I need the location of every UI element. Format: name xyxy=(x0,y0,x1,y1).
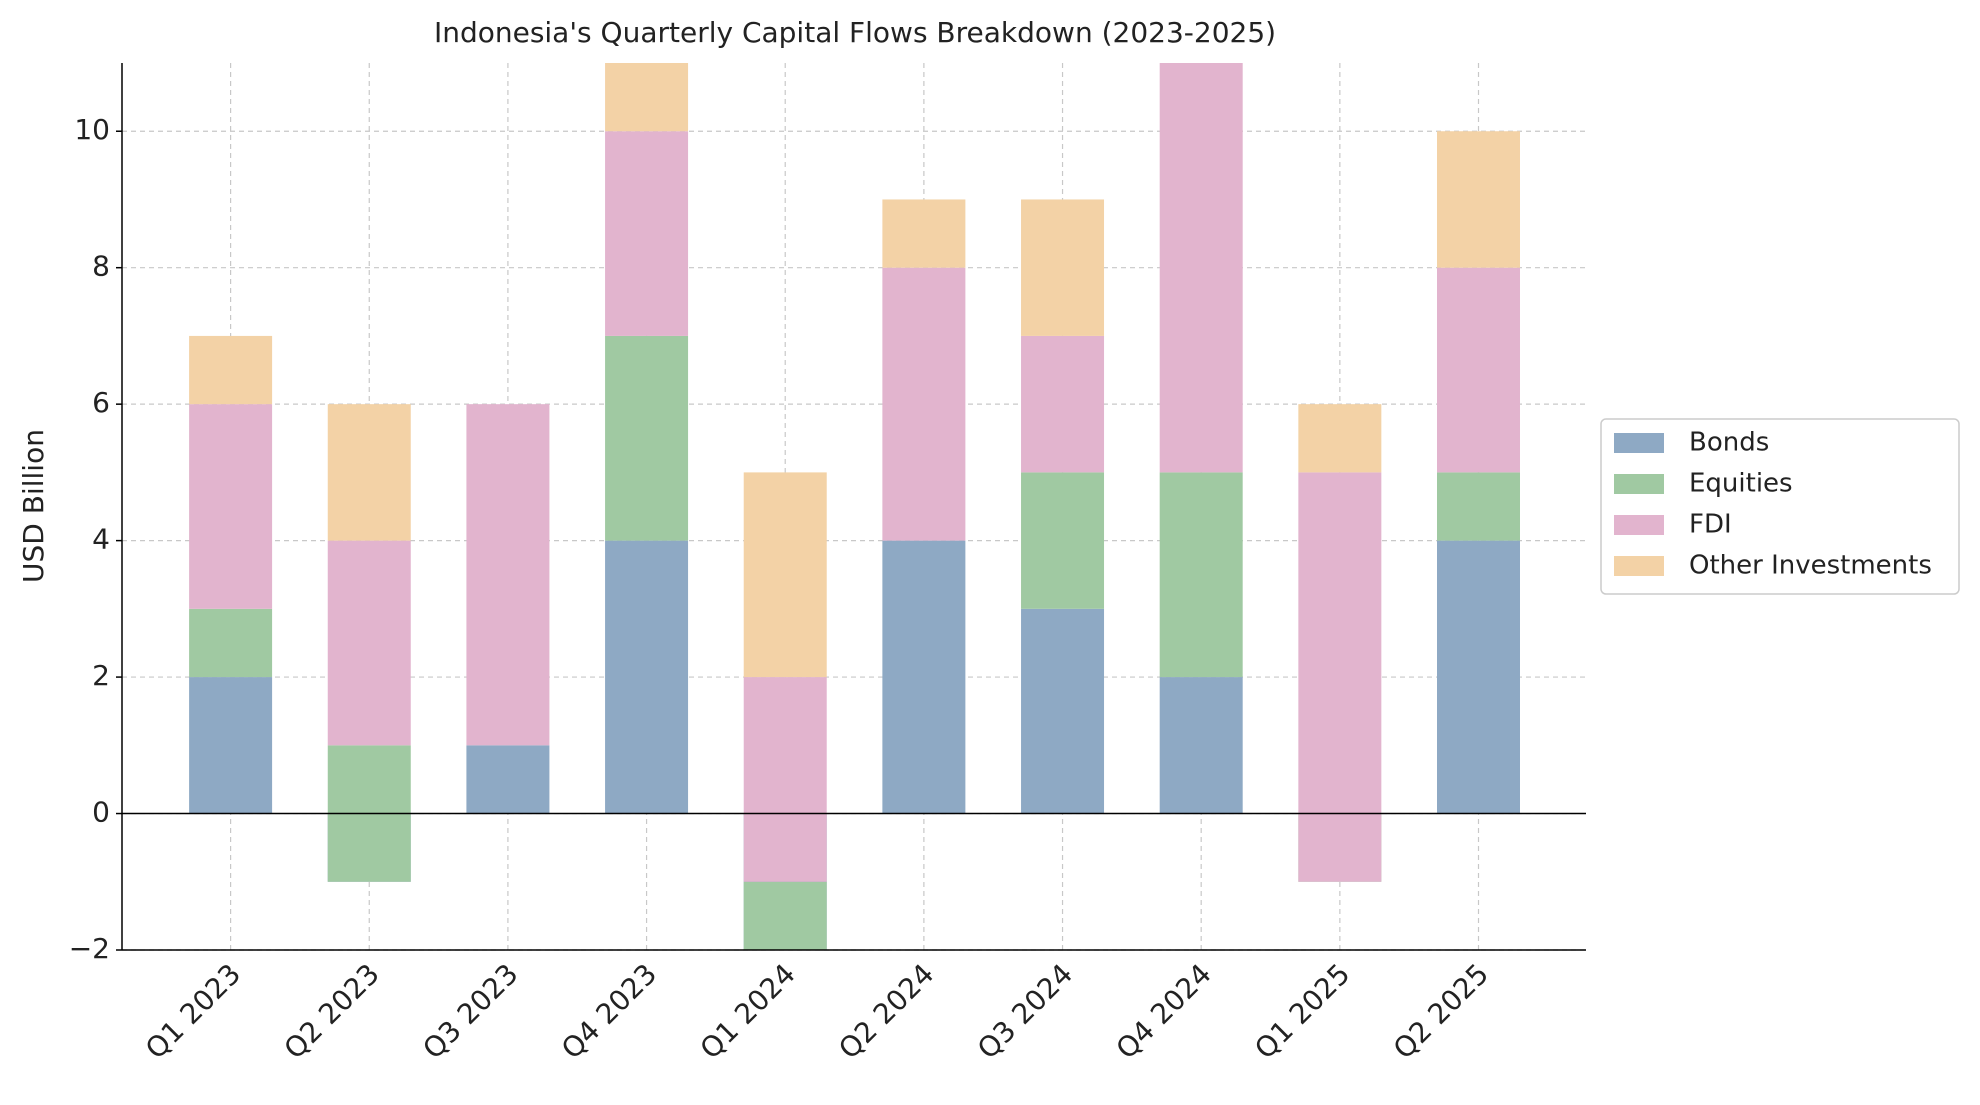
y-tick-label: 2 xyxy=(92,659,110,692)
legend-swatch xyxy=(1614,433,1664,453)
bar-segment xyxy=(882,267,966,541)
bar-segment xyxy=(1436,131,1520,268)
bar-segment xyxy=(189,335,273,405)
bar-segment xyxy=(327,404,411,541)
bar-segment xyxy=(466,404,550,746)
bar-segment xyxy=(743,677,827,882)
legend-swatch xyxy=(1614,556,1664,576)
bar-segment xyxy=(743,881,827,950)
bar-segment xyxy=(1159,677,1243,814)
y-tick-label: 6 xyxy=(92,386,110,419)
y-axis-label: USD Billion xyxy=(17,429,50,583)
bar-segment xyxy=(743,472,827,678)
bar-segment xyxy=(189,404,273,609)
bar-segment xyxy=(605,540,689,814)
legend-box xyxy=(1600,418,1960,595)
bar-segment xyxy=(189,677,273,814)
bar-segment xyxy=(605,131,689,336)
bar-segment xyxy=(605,63,689,132)
legend-swatch xyxy=(1614,474,1664,494)
bar-segment xyxy=(1436,267,1520,473)
bar-segment xyxy=(466,745,550,814)
bar-segment xyxy=(1159,63,1243,473)
legend-swatch xyxy=(1614,515,1664,535)
bar-segment xyxy=(1159,472,1243,678)
bar-segment xyxy=(1298,472,1382,882)
bar-segment xyxy=(189,608,273,678)
bar-segment xyxy=(1436,472,1520,541)
y-tick-label: 8 xyxy=(92,250,110,283)
legend-label: Equities xyxy=(1689,469,1793,499)
bar-segment xyxy=(1021,472,1105,609)
x-tick-label: Q3 2023 xyxy=(416,957,524,1065)
x-tick-label: Q2 2023 xyxy=(278,957,386,1065)
legend-label: FDI xyxy=(1689,510,1732,540)
y-tick-label: 4 xyxy=(92,523,110,556)
y-tick-label: 10 xyxy=(74,113,110,146)
x-tick-label: Q1 2025 xyxy=(1248,957,1356,1065)
y-tick-label: −2 xyxy=(69,932,110,965)
y-tick-label: 0 xyxy=(92,796,110,829)
x-tick-label: Q4 2023 xyxy=(555,957,663,1065)
x-tick-label: Q2 2024 xyxy=(832,957,940,1065)
x-tick-label: Q2 2025 xyxy=(1387,957,1495,1065)
x-tick-label: Q4 2024 xyxy=(1110,957,1218,1065)
legend-label: Other Investments xyxy=(1689,551,1932,581)
bar-segment xyxy=(327,540,411,746)
bar-segment xyxy=(605,335,689,541)
bar-segment xyxy=(1298,404,1382,473)
x-tick-label: Q1 2023 xyxy=(139,957,247,1065)
bar-segment xyxy=(882,540,966,814)
x-tick-label: Q1 2024 xyxy=(694,957,802,1065)
bar-segment xyxy=(882,199,966,268)
chart-title: Indonesia's Quarterly Capital Flows Brea… xyxy=(434,16,1276,49)
bar-segment xyxy=(1436,540,1520,814)
bar-segment xyxy=(1021,335,1105,473)
legend-label: Bonds xyxy=(1689,428,1769,458)
bar-segment xyxy=(1021,608,1105,814)
x-tick-label: Q3 2024 xyxy=(971,957,1079,1065)
bar-segment xyxy=(1021,199,1105,336)
